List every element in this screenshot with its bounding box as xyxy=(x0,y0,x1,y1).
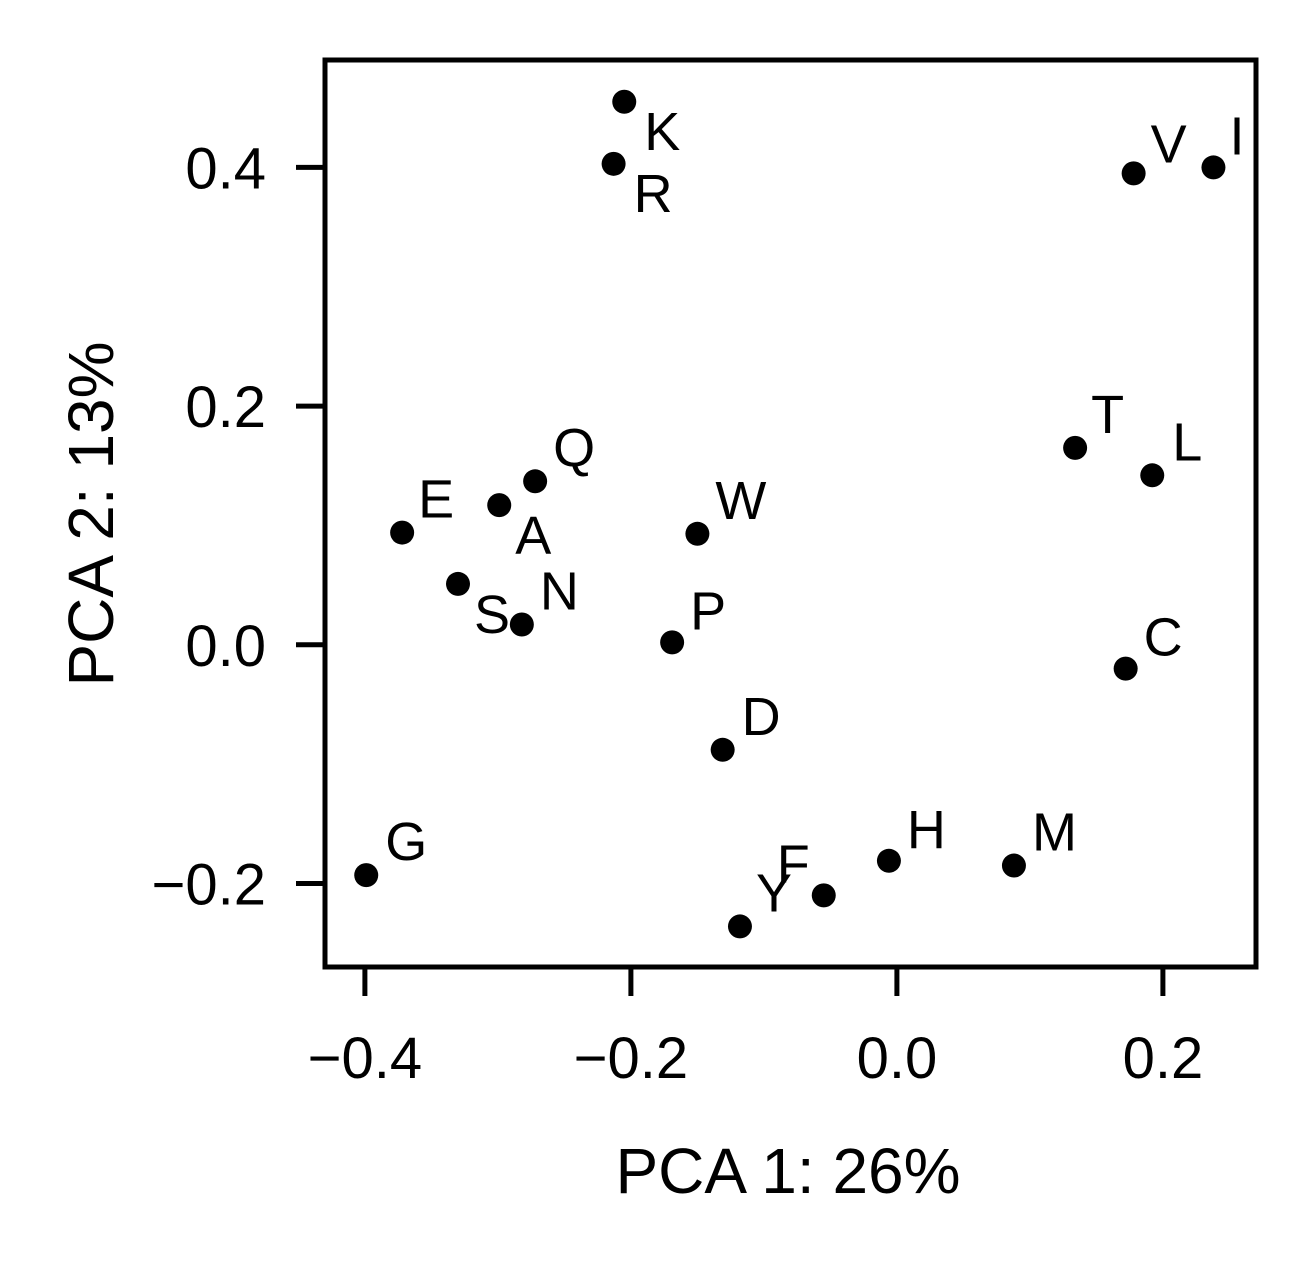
point-label: T xyxy=(1091,385,1124,445)
point-label: D xyxy=(742,687,781,747)
point-label: V xyxy=(1151,114,1187,174)
data-point xyxy=(523,469,548,494)
plot-frame xyxy=(322,57,1259,970)
point-label: N xyxy=(540,561,579,621)
y-tick-label: 0.2 xyxy=(185,375,266,440)
point-label: H xyxy=(907,800,946,860)
data-point xyxy=(1201,155,1226,180)
data-point xyxy=(601,151,626,176)
data-point xyxy=(876,848,901,873)
point-label: C xyxy=(1144,608,1183,668)
data-point xyxy=(710,737,735,762)
data-point xyxy=(685,521,710,546)
point-label: I xyxy=(1229,106,1244,166)
point-label: S xyxy=(474,585,510,645)
point-label: E xyxy=(418,470,454,530)
data-point xyxy=(1063,435,1088,460)
data-point xyxy=(1113,656,1138,681)
point-labels-layer: KR V I T L Q E A W S N P C D G H M FY xyxy=(385,102,1244,924)
x-tick-label: 0.0 xyxy=(857,1026,938,1091)
data-point xyxy=(446,571,470,596)
point-label: P xyxy=(690,581,726,641)
x-tick-label: 0.2 xyxy=(1123,1026,1204,1091)
data-point xyxy=(509,612,534,637)
data-point xyxy=(487,493,512,518)
point-label: R xyxy=(634,164,673,224)
point-label: Q xyxy=(553,418,595,478)
data-point xyxy=(727,914,752,939)
y-axis-label: PCA 2: 13% xyxy=(55,341,127,686)
point-label: M xyxy=(1032,803,1077,863)
x-tick-label: −0.2 xyxy=(574,1026,689,1091)
axes: −0.4 −0.2 0.0 0.2 −0.2 0.0 0.2 0.4 xyxy=(152,57,1259,1091)
point-label: F xyxy=(777,834,810,894)
points-layer xyxy=(354,89,1226,939)
y-tick-label: 0.0 xyxy=(185,614,266,679)
data-point xyxy=(1140,463,1165,488)
point-label: W xyxy=(715,471,766,531)
data-point xyxy=(811,883,836,908)
data-point xyxy=(390,520,415,545)
point-label: Y xyxy=(756,863,792,923)
point-label: G xyxy=(385,812,427,872)
data-point xyxy=(354,863,379,888)
point-label: K xyxy=(644,102,680,162)
data-point xyxy=(1121,161,1146,186)
y-tick-label: −0.2 xyxy=(152,852,267,917)
data-point xyxy=(1001,853,1026,878)
data-point xyxy=(660,630,685,655)
point-label: L xyxy=(1172,412,1202,472)
x-tick-label: −0.4 xyxy=(308,1026,423,1091)
y-tick-label: 0.4 xyxy=(185,136,266,201)
point-label: A xyxy=(515,506,551,566)
data-point xyxy=(612,89,637,114)
x-axis-label: PCA 1: 26% xyxy=(615,1135,960,1207)
